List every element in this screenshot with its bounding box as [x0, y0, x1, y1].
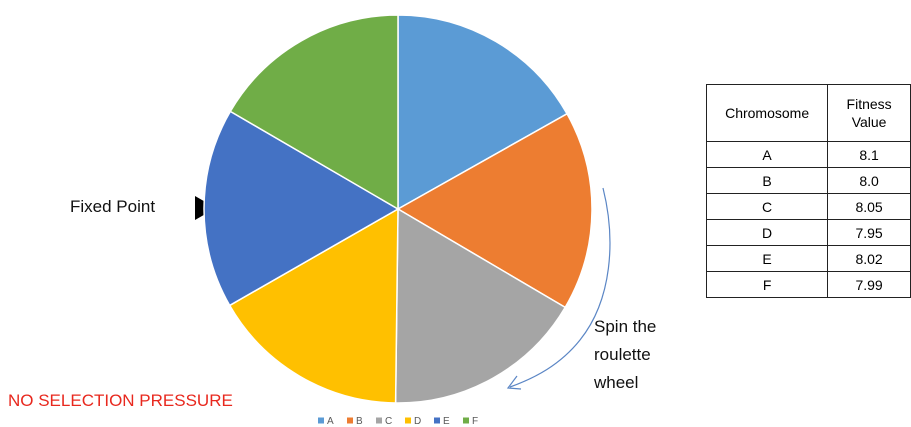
- table-cell: 8.0: [827, 167, 911, 194]
- table-cell: 7.95: [827, 219, 911, 246]
- table-cell: E: [705, 245, 829, 272]
- legend-swatch: [376, 417, 382, 424]
- legend-label: D: [414, 416, 421, 427]
- table-cell: F: [705, 271, 829, 298]
- table-cell: A: [705, 141, 829, 168]
- legend-label: B: [356, 416, 363, 427]
- spin-arrowhead: [506, 375, 522, 390]
- legend-label: F: [472, 416, 478, 427]
- table-cell: 7.99: [827, 271, 911, 298]
- table-row: A 8.1: [705, 141, 911, 168]
- pie-slice: [228, 207, 399, 404]
- legend-swatch: [434, 417, 440, 424]
- fitness-table: Chromosome Fitness Value A 8.1 B 8.0 C 8.05 D 7…: [705, 84, 911, 298]
- spin-label: Spin the roulette wheel: [594, 317, 657, 392]
- legend-label: A: [327, 416, 334, 427]
- table-cell: 8.05: [827, 193, 911, 220]
- legend-label: C: [385, 416, 392, 427]
- table-row: F 7.99: [705, 271, 911, 298]
- table-header: Chromosome: [705, 84, 829, 142]
- table-row: B 8.0: [705, 167, 911, 194]
- table-row: C 8.05: [705, 193, 911, 220]
- note: NO SELECTION PRESSURE: [8, 391, 233, 410]
- table-cell: B: [705, 167, 829, 194]
- spin-arrow: [509, 187, 611, 388]
- pie-slice: [229, 14, 399, 211]
- legend-label: E: [443, 416, 450, 427]
- legend-swatch: [405, 417, 411, 424]
- table-row: D 7.95: [705, 219, 911, 246]
- legend-swatch: [318, 417, 324, 424]
- table-cell: 8.02: [827, 245, 911, 272]
- table-cell: D: [705, 219, 829, 246]
- table-header: Fitness Value: [827, 84, 911, 142]
- legend-swatch: [463, 417, 469, 424]
- table-row: E 8.02: [705, 245, 911, 272]
- pie-slice: [203, 110, 400, 307]
- pointer-label: Fixed Point: [70, 197, 156, 216]
- pie-slice: [394, 207, 567, 404]
- pie-slice: [397, 14, 569, 211]
- pie-slice: [396, 112, 593, 309]
- legend-swatch: [347, 417, 353, 424]
- table-cell: C: [705, 193, 829, 220]
- table-cell: 8.1: [827, 141, 911, 168]
